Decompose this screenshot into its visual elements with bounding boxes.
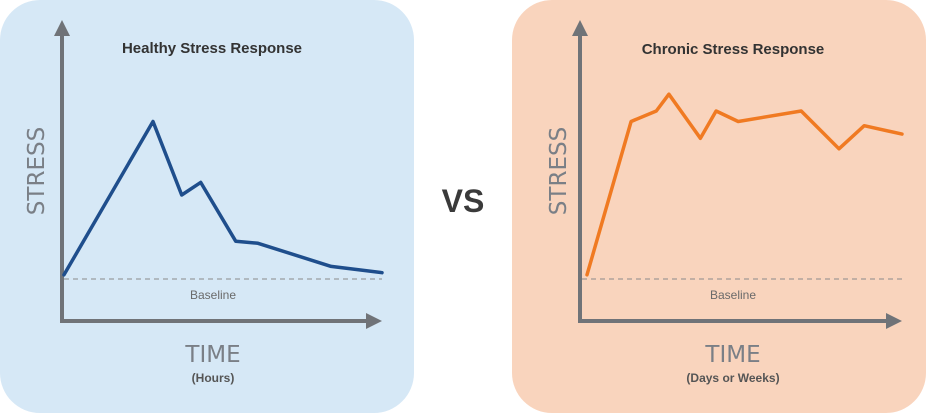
baseline-label: Baseline <box>190 288 236 302</box>
chart-title: Healthy Stress Response <box>122 40 302 57</box>
healthy-stress-panel: Healthy Stress Response Baseline STRESS … <box>0 0 414 413</box>
x-axis-sublabel: (Hours) <box>192 371 235 385</box>
chronic-stress-chart: Chronic Stress Response Baseline STRESS … <box>512 0 926 413</box>
chart-title: Chronic Stress Response <box>642 41 825 58</box>
healthy-stress-line <box>62 119 384 277</box>
baseline-label: Baseline <box>710 288 756 302</box>
chronic-stress-line <box>585 92 904 277</box>
x-axis-sublabel: (Days or Weeks) <box>686 371 779 385</box>
x-axis-label: TIME <box>184 342 240 368</box>
x-axis-label: TIME <box>704 342 760 368</box>
vs-label: VS <box>441 183 485 219</box>
panel-background <box>0 0 414 413</box>
x-axis-arrow <box>886 313 902 329</box>
y-axis-label: STRESS <box>546 127 572 215</box>
y-axis-arrow <box>54 20 70 36</box>
x-axis-arrow <box>366 313 382 329</box>
chronic-stress-panel: Chronic Stress Response Baseline STRESS … <box>512 0 926 413</box>
healthy-stress-chart: Healthy Stress Response Baseline STRESS … <box>0 0 414 413</box>
y-axis-label: STRESS <box>24 127 50 215</box>
y-axis-arrow <box>572 20 588 36</box>
